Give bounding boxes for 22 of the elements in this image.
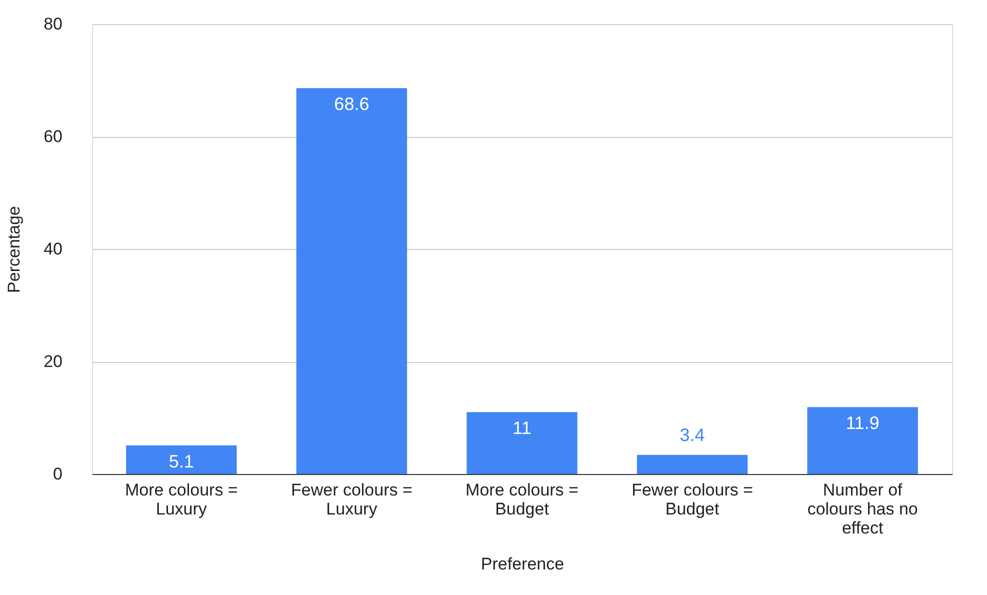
data-label: 68.6 xyxy=(334,94,370,114)
data-label: 3.4 xyxy=(680,424,705,445)
data-label: 11.9 xyxy=(846,413,880,434)
bar xyxy=(807,407,918,474)
y-tick-label: 40 xyxy=(44,240,62,258)
data-label: 5.1 xyxy=(168,451,194,472)
y-tick-label: 60 xyxy=(44,127,62,146)
y-tick-label: 80 xyxy=(44,14,62,34)
bar xyxy=(636,454,748,474)
data-label: 11 xyxy=(512,418,532,438)
bar xyxy=(126,445,237,474)
y-axis-title: Percentage xyxy=(4,206,24,293)
x-tick-label: More colours = Luxury xyxy=(124,480,238,518)
bar xyxy=(296,88,408,474)
y-tick-label: 0 xyxy=(53,464,62,484)
bar xyxy=(466,412,578,474)
y-tick-label: 20 xyxy=(44,352,62,371)
x-tick-label: Number of colours has no effect xyxy=(807,480,918,538)
x-tick-label: Fewer colours = Budget xyxy=(632,480,754,518)
x-tick-label: More colours = Budget xyxy=(466,480,579,518)
x-tick-label: Fewer colours = Luxury xyxy=(290,480,412,518)
x-axis-title: Preference xyxy=(480,554,564,574)
